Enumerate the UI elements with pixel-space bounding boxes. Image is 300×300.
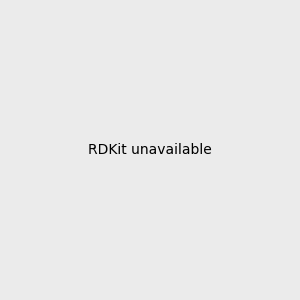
Text: RDKit unavailable: RDKit unavailable xyxy=(88,143,212,157)
